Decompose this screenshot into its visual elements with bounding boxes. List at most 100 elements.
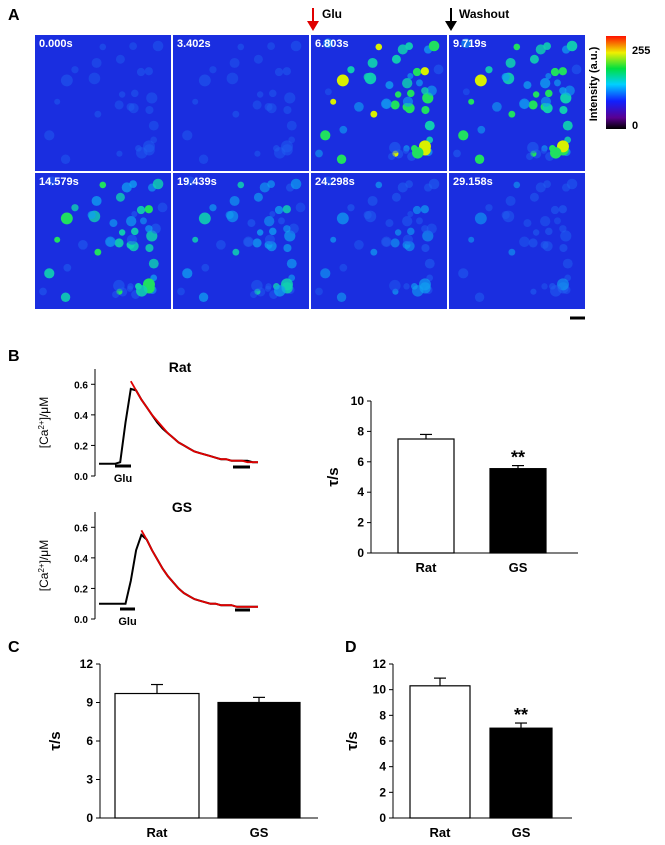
cell (416, 79, 423, 87)
y-tick-label: 6 (357, 455, 364, 469)
cell (354, 239, 364, 250)
y-axis-label: [Ca2+]/μM (37, 397, 52, 448)
cell (182, 268, 193, 279)
x-tick-label: Rat (416, 560, 438, 575)
cell (532, 91, 540, 98)
cell (278, 217, 285, 225)
cell (566, 178, 578, 190)
cell (424, 258, 435, 269)
cell (253, 192, 263, 202)
chart-title: GS (172, 499, 192, 515)
cell (571, 64, 582, 75)
y-axis-label-part: [Ca (37, 572, 51, 591)
cell (250, 290, 258, 299)
y-axis-label: τ/s (344, 731, 361, 750)
cell (468, 236, 475, 243)
cell (192, 98, 199, 105)
cell (44, 130, 55, 141)
cell (225, 210, 234, 220)
cell (267, 42, 276, 51)
cell (336, 292, 347, 302)
stimulus-label: Glu (118, 616, 136, 628)
colorbar (606, 36, 626, 129)
cell (532, 229, 540, 236)
cell (397, 182, 408, 193)
y-tick-label: 2 (379, 785, 386, 799)
arrow-label: Washout (459, 7, 509, 21)
y-tick-label: 8 (379, 708, 386, 722)
cell (535, 182, 546, 193)
cell (381, 98, 392, 110)
cell (252, 100, 262, 110)
cell (474, 292, 485, 302)
cell (550, 205, 560, 215)
cell (412, 67, 422, 77)
image-frame (173, 35, 309, 171)
cell (60, 292, 71, 302)
image-frame (449, 173, 585, 309)
time-label: 19.439s (177, 176, 217, 188)
bar (397, 438, 455, 554)
cell (315, 149, 323, 158)
cell (121, 182, 132, 193)
cell (142, 140, 155, 153)
cell (264, 102, 273, 111)
y-axis-label-part: ]/μM (37, 397, 51, 421)
cell (267, 180, 276, 189)
cell (530, 288, 537, 295)
y-tick-label: 0.6 (74, 380, 88, 391)
cell (157, 202, 168, 213)
panel-label: A (8, 7, 20, 24)
x-tick-label: GS (509, 560, 528, 575)
cell (385, 81, 394, 90)
cell (545, 89, 553, 98)
y-tick-label: 0 (86, 811, 93, 825)
cell (87, 210, 96, 220)
cell (283, 105, 292, 115)
cell (559, 225, 567, 233)
image-frame (35, 35, 171, 171)
y-tick-label: 0.6 (74, 523, 88, 534)
y-tick-label: 12 (373, 657, 387, 671)
image-frame (35, 173, 171, 309)
cell (336, 154, 347, 164)
cell (198, 292, 209, 302)
cell (505, 195, 516, 206)
cell (274, 147, 286, 159)
cell (397, 44, 408, 55)
cell (462, 88, 470, 96)
cell (209, 204, 217, 212)
cell (232, 110, 240, 118)
cell (485, 66, 493, 74)
cell (60, 212, 73, 225)
cell (54, 236, 61, 243)
cell (560, 230, 572, 242)
trace (140, 529, 258, 608)
cell (44, 268, 55, 279)
cell (91, 57, 102, 68)
cell (513, 181, 521, 189)
cell (367, 195, 378, 206)
cell (385, 219, 394, 228)
cell (502, 210, 515, 223)
cell (112, 290, 120, 299)
cell (336, 212, 349, 225)
y-tick-label: 4 (357, 485, 364, 499)
cell (198, 74, 211, 87)
cell (558, 67, 567, 76)
y-tick-label: 12 (80, 657, 94, 671)
cell (474, 74, 487, 87)
cell (126, 234, 138, 245)
cell (282, 67, 291, 76)
y-axis-label-part: 2+ (37, 420, 46, 429)
cell (253, 54, 263, 64)
cell (266, 103, 277, 114)
stimulus-label: Glu (114, 473, 132, 485)
cell (198, 154, 209, 164)
cell (402, 147, 409, 154)
cell (273, 144, 280, 152)
cell (198, 212, 211, 225)
cell (256, 229, 264, 236)
cell (237, 181, 245, 189)
cell (389, 141, 401, 154)
